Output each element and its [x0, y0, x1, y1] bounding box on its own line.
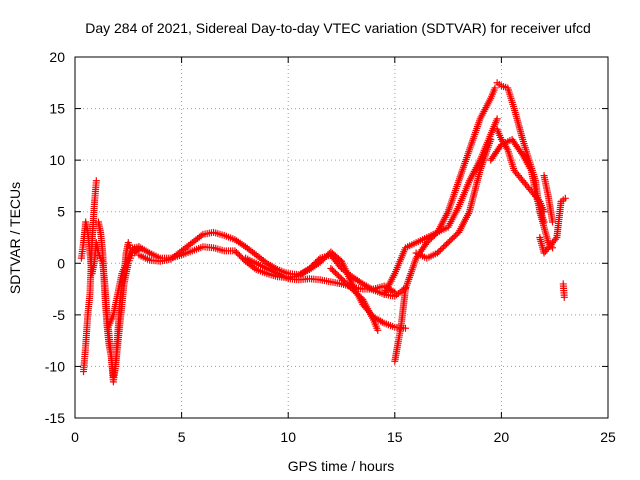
grid: [75, 57, 608, 418]
data-point-markers: [487, 136, 548, 226]
data-point-markers: [327, 264, 382, 334]
y-tick-label: -5: [53, 307, 66, 323]
y-tick-label: 5: [57, 204, 65, 220]
data-points: [77, 79, 569, 386]
plot-frame: [74, 56, 609, 419]
y-tick-label: -10: [45, 358, 65, 374]
series-arc-H: [327, 264, 382, 334]
x-tick-label: 25: [600, 429, 616, 445]
data-point-markers: [412, 136, 495, 262]
data-point-markers: [559, 280, 568, 301]
x-tick-label: 5: [178, 429, 186, 445]
x-tick-label: 20: [494, 429, 510, 445]
x-tick-label: 10: [280, 429, 296, 445]
x-axis-label: GPS time / hours: [288, 458, 395, 474]
data-point-markers: [391, 84, 499, 365]
series-arc-O: [540, 172, 557, 226]
axis-ticks: 0 5 10 15 20 25 -15 -10 -5 0 5 10 15 20: [45, 49, 616, 445]
chart-title: Day 284 of 2021, Sidereal Day-to-day VTE…: [85, 20, 591, 36]
series-arc-I: [391, 84, 499, 365]
series-arc-N: [487, 136, 548, 226]
series-arc-B: [80, 177, 100, 376]
data-point-markers: [536, 194, 569, 257]
data-point-markers: [80, 177, 100, 376]
x-tick-label: 0: [71, 429, 79, 445]
y-tick-label: 10: [49, 152, 65, 168]
series-arc-J: [380, 115, 501, 298]
data-point-markers: [380, 115, 501, 298]
y-tick-label: -15: [45, 410, 65, 426]
data-point-markers: [135, 228, 409, 332]
y-axis-label: SDTVAR / TECUs: [7, 182, 23, 294]
data-point-markers: [493, 79, 557, 252]
y-tick-label: 15: [49, 101, 65, 117]
data-point-markers: [540, 172, 557, 226]
y-tick-label: 20: [49, 49, 65, 65]
series-arc-K: [412, 136, 495, 262]
series-arc-D: [105, 243, 143, 329]
series-arc-L: [493, 79, 557, 252]
series-arc-Q: [559, 280, 568, 301]
data-point-markers: [105, 243, 143, 329]
series-arc-P: [536, 194, 569, 257]
x-tick-label: 15: [387, 429, 403, 445]
y-tick-label: 0: [57, 255, 65, 271]
series-arc-F: [135, 228, 409, 332]
